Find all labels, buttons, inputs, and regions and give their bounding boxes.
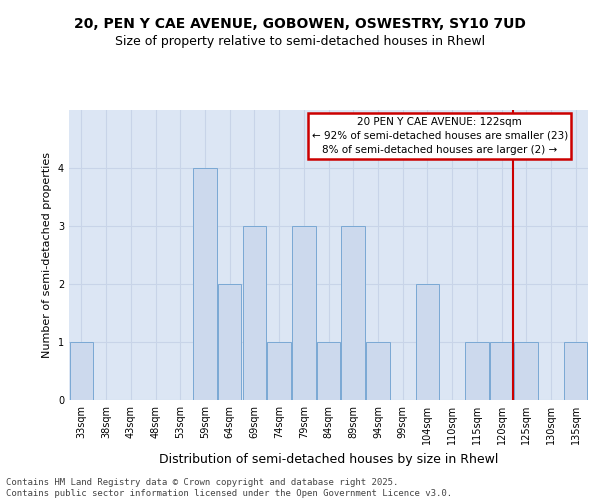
Text: 20 PEN Y CAE AVENUE: 122sqm
← 92% of semi-detached houses are smaller (23)
8% of: 20 PEN Y CAE AVENUE: 122sqm ← 92% of sem… bbox=[311, 117, 568, 155]
Text: 20, PEN Y CAE AVENUE, GOBOWEN, OSWESTRY, SY10 7UD: 20, PEN Y CAE AVENUE, GOBOWEN, OSWESTRY,… bbox=[74, 18, 526, 32]
Bar bbox=[70, 342, 93, 400]
Bar bbox=[341, 226, 365, 400]
Bar bbox=[416, 284, 439, 400]
Bar bbox=[465, 342, 488, 400]
Bar bbox=[268, 342, 291, 400]
Text: Contains HM Land Registry data © Crown copyright and database right 2025.
Contai: Contains HM Land Registry data © Crown c… bbox=[6, 478, 452, 498]
Bar bbox=[366, 342, 389, 400]
Bar bbox=[317, 342, 340, 400]
Bar bbox=[564, 342, 587, 400]
Bar bbox=[514, 342, 538, 400]
X-axis label: Distribution of semi-detached houses by size in Rhewl: Distribution of semi-detached houses by … bbox=[159, 452, 498, 466]
Bar bbox=[242, 226, 266, 400]
Bar bbox=[490, 342, 513, 400]
Bar bbox=[193, 168, 217, 400]
Y-axis label: Number of semi-detached properties: Number of semi-detached properties bbox=[43, 152, 52, 358]
Bar bbox=[292, 226, 316, 400]
Text: Size of property relative to semi-detached houses in Rhewl: Size of property relative to semi-detach… bbox=[115, 35, 485, 48]
Bar bbox=[218, 284, 241, 400]
